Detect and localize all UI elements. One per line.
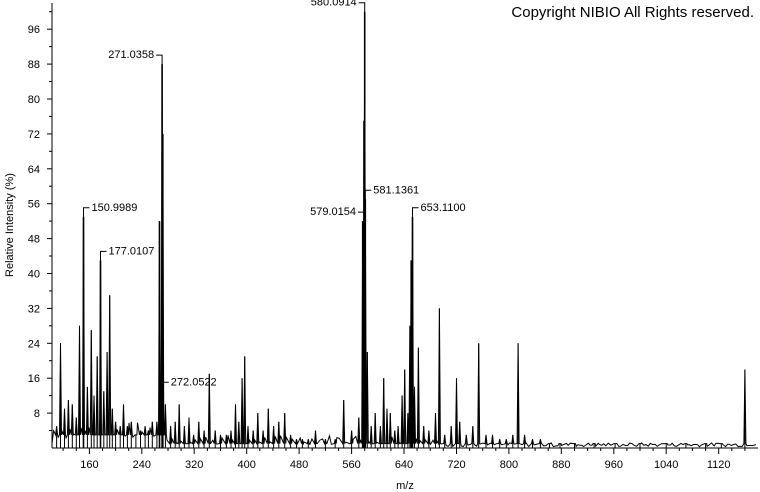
peak-annotation-label: 580.0914 <box>311 0 357 9</box>
x-tick-label: 800 <box>500 459 518 471</box>
y-tick-label: 48 <box>28 234 40 246</box>
y-tick-label: 8 <box>34 408 40 420</box>
peak-annotation-connector <box>358 2 366 12</box>
x-tick-label: 320 <box>185 459 203 471</box>
y-tick-label: 88 <box>28 59 40 71</box>
peak-annotation-connector <box>358 211 365 222</box>
copyright-notice: Copyright NIBIO All Rights reserved. <box>511 4 754 21</box>
peak-annotation-label: 150.9989 <box>92 202 138 214</box>
x-tick-label: 400 <box>238 459 256 471</box>
peak-annotation-connector <box>412 207 419 217</box>
x-tick-label: 880 <box>552 459 570 471</box>
x-tick-label: 640 <box>395 459 413 471</box>
ticks-layer: 160 240 320 400 480 560 640 720 800 880 960 1040 112… <box>28 11 746 471</box>
spectrum-layer <box>51 11 757 448</box>
peak-annotation-connector <box>364 189 372 200</box>
x-tick-label: 960 <box>605 459 623 471</box>
peak-annotation-label: 579.0154 <box>310 206 356 218</box>
y-tick-label: 56 <box>28 199 40 211</box>
peak-annotation-label: 653.1100 <box>421 202 466 214</box>
x-tick-label: 720 <box>447 459 465 471</box>
y-tick-label: 64 <box>28 164 40 176</box>
y-axis-label: Relative Intensity (%) <box>4 173 16 277</box>
x-axis-label: m/z <box>396 480 414 492</box>
peak-annotation-connector <box>162 381 169 392</box>
peak-annotation-label: 177.0107 <box>109 245 155 257</box>
x-tick-label: 480 <box>290 459 308 471</box>
x-tick-label: 1120 <box>707 459 731 471</box>
y-tick-label: 96 <box>28 24 40 36</box>
labels-layer: 580.0914 271.0358 150.9989 581.1361 579.0154… <box>83 0 466 392</box>
x-tick-label: 240 <box>133 459 151 471</box>
peak-annotation-connector <box>100 250 107 261</box>
x-tick-label: 1040 <box>654 459 678 471</box>
peak-annotation-connector <box>156 54 163 65</box>
x-tick-label: 160 <box>80 459 98 471</box>
spectrum-trace <box>51 11 757 448</box>
peak-annotation-label: 271.0358 <box>108 49 154 61</box>
y-tick-label: 32 <box>28 303 40 315</box>
y-tick-label: 40 <box>28 269 40 281</box>
peak-annotation-label: 581.1361 <box>373 184 419 196</box>
y-tick-label: 80 <box>28 94 40 106</box>
y-tick-label: 72 <box>28 129 40 141</box>
y-tick-label: 24 <box>28 338 40 350</box>
peak-annotation-connector <box>83 207 90 217</box>
x-tick-label: 560 <box>342 459 360 471</box>
peak-annotation-label: 272.0522 <box>171 376 217 388</box>
y-tick-label: 16 <box>28 373 40 385</box>
